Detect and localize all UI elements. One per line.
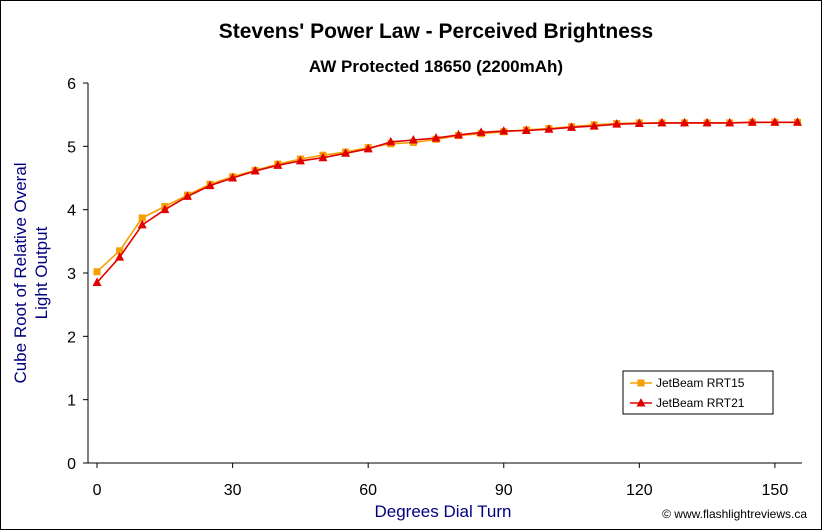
y-axis-ticks: 0 1 2 3 4 5 6 <box>67 76 88 473</box>
legend-marker <box>636 398 646 407</box>
chart-title: Stevens' Power Law - Perceived Brightnes… <box>219 20 654 43</box>
data-point <box>116 247 124 255</box>
data-point <box>476 127 486 136</box>
legend-item: JetBeam RRT15 <box>630 376 745 390</box>
data-point <box>747 117 757 126</box>
legend-box <box>622 370 774 415</box>
series-layer <box>92 117 802 286</box>
series-line <box>96 121 798 284</box>
data-point <box>792 117 802 126</box>
data-point <box>295 155 305 165</box>
data-point <box>567 122 577 131</box>
data-point <box>725 117 735 127</box>
data-point <box>544 124 554 133</box>
y-tick-label: 5 <box>67 139 76 156</box>
x-tick-label: 150 <box>762 482 789 499</box>
data-point <box>770 117 780 126</box>
plot-area: 0 1 2 3 4 5 6 0 30 60 90 120 150 <box>67 76 802 499</box>
legend-marker <box>637 379 645 387</box>
copyright-text: © www.flashlightreviews.ca <box>662 507 807 521</box>
y-axis-title-line1: Cube Root of Relative Overal <box>11 162 30 383</box>
data-point <box>521 125 531 134</box>
data-point <box>138 214 146 222</box>
data-point <box>363 143 373 153</box>
data-point <box>431 133 441 142</box>
data-point <box>499 126 509 135</box>
legend-label: JetBeam RRT15 <box>656 376 745 390</box>
data-point <box>318 152 328 162</box>
legend-label: JetBeam RRT21 <box>656 396 745 410</box>
chart-subtitle: AW Protected 18650 (2200mAh) <box>309 57 563 76</box>
data-point <box>250 166 260 175</box>
y-axis-title-line2: Light Output <box>32 226 51 319</box>
x-axis-title: Degrees Dial Turn <box>374 502 511 521</box>
y-tick-label: 4 <box>67 203 76 220</box>
x-tick-label: 90 <box>495 482 513 499</box>
data-point <box>680 117 690 127</box>
y-tick-label: 0 <box>67 456 76 473</box>
series-2 <box>92 117 802 286</box>
data-point <box>182 191 192 200</box>
legend: JetBeam RRT15 JetBeam RRT21 <box>622 370 774 415</box>
data-point <box>702 117 712 127</box>
data-point <box>589 121 599 130</box>
x-tick-label: 0 <box>93 482 102 499</box>
x-tick-label: 120 <box>626 482 653 499</box>
data-point <box>228 173 238 182</box>
data-point <box>115 252 125 261</box>
data-point <box>341 148 351 157</box>
data-point <box>160 204 170 214</box>
data-point <box>205 180 215 190</box>
data-point <box>386 136 396 146</box>
y-tick-label: 6 <box>67 76 76 93</box>
y-tick-label: 3 <box>67 266 76 283</box>
data-point <box>657 117 667 127</box>
x-tick-label: 30 <box>224 482 242 499</box>
x-tick-label: 60 <box>359 482 377 499</box>
data-point <box>93 268 101 276</box>
data-point <box>634 118 644 128</box>
data-point <box>273 160 283 169</box>
data-point <box>454 129 464 139</box>
y-tick-label: 1 <box>67 393 76 410</box>
legend-item: JetBeam RRT21 <box>630 396 745 410</box>
data-point <box>612 119 622 128</box>
data-point <box>137 219 147 229</box>
y-tick-label: 2 <box>67 329 76 346</box>
data-point <box>408 135 418 144</box>
data-point <box>92 277 102 286</box>
x-axis-ticks: 0 30 60 90 120 150 <box>93 463 789 499</box>
